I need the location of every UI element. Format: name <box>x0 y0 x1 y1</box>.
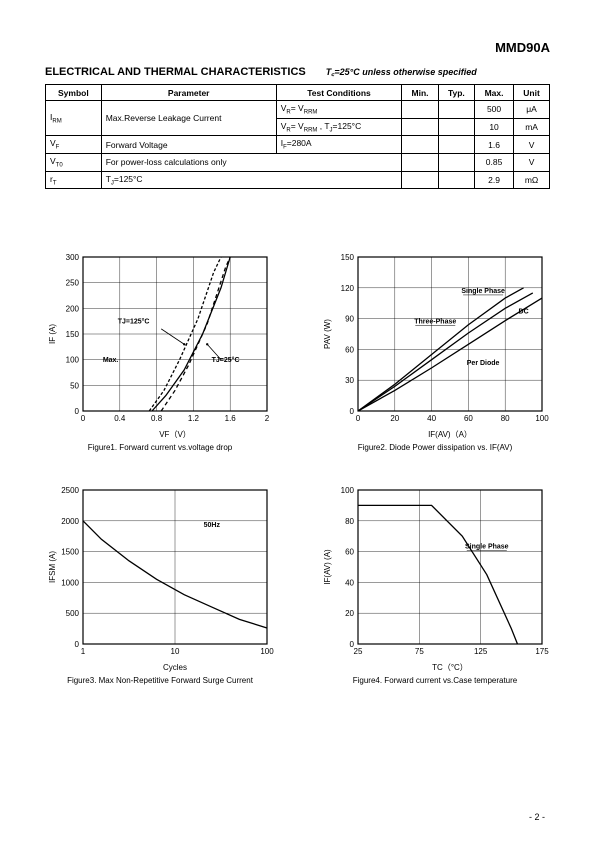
svg-text:TC（°C）: TC（°C） <box>432 663 468 672</box>
svg-text:40: 40 <box>345 579 354 588</box>
svg-text:2000: 2000 <box>61 517 79 526</box>
section-title: ELECTRICAL AND THERMAL CHARACTERISTICS <box>45 66 306 78</box>
svg-text:Three-Phase: Three-Phase <box>414 319 456 326</box>
section-header: ELECTRICAL AND THERMAL CHARACTERISTICS T… <box>45 65 550 78</box>
svg-text:125: 125 <box>474 647 488 656</box>
svg-text:1000: 1000 <box>61 579 79 588</box>
figure3: 11010005001000150020002500CyclesIFSM (A)… <box>45 482 275 685</box>
svg-text:25: 25 <box>354 647 363 656</box>
svg-text:Single Phase: Single Phase <box>461 288 505 295</box>
svg-text:1: 1 <box>81 647 86 656</box>
charts-area: 00.40.81.21.62050100150200250300VF（V）IF … <box>45 249 550 685</box>
svg-text:150: 150 <box>66 330 80 339</box>
section-condition: T꜀=25°C unless otherwise specified <box>326 65 477 78</box>
svg-text:50: 50 <box>70 382 79 391</box>
svg-text:IFSM (A): IFSM (A) <box>48 551 57 583</box>
svg-text:300: 300 <box>66 253 80 262</box>
svg-text:175: 175 <box>535 647 549 656</box>
svg-text:150: 150 <box>341 253 355 262</box>
svg-text:1.2: 1.2 <box>188 414 200 423</box>
svg-text:250: 250 <box>66 279 80 288</box>
svg-text:TJ=125°C: TJ=125°C <box>118 318 150 326</box>
svg-text:Max.: Max. <box>103 358 119 365</box>
svg-text:0: 0 <box>75 640 80 649</box>
svg-text:0.4: 0.4 <box>114 414 126 423</box>
spec-table: SymbolParameterTest ConditionsMin.Typ.Ma… <box>45 84 550 189</box>
svg-text:PAV (W): PAV (W) <box>323 319 332 349</box>
svg-text:20: 20 <box>390 414 399 423</box>
svg-text:Per Diode: Per Diode <box>467 360 500 367</box>
svg-text:500: 500 <box>66 610 80 619</box>
svg-text:0: 0 <box>350 640 355 649</box>
svg-text:0: 0 <box>75 407 80 416</box>
svg-text:10: 10 <box>171 647 180 656</box>
svg-text:1500: 1500 <box>61 548 79 557</box>
svg-text:2500: 2500 <box>61 486 79 495</box>
svg-text:100: 100 <box>66 356 80 365</box>
svg-text:100: 100 <box>260 647 274 656</box>
svg-text:DC: DC <box>519 309 529 316</box>
svg-text:50Hz: 50Hz <box>204 522 221 529</box>
svg-text:0.8: 0.8 <box>151 414 163 423</box>
svg-text:75: 75 <box>415 647 424 656</box>
svg-text:Single Phase: Single Phase <box>465 544 509 551</box>
page-number: - 2 - <box>529 812 545 822</box>
svg-text:40: 40 <box>427 414 436 423</box>
svg-text:1.6: 1.6 <box>225 414 237 423</box>
figure2: 0 20 40 60 80 100 0 30 60 90 120 150 IF(AV)（A） PAV (W… <box>320 249 550 452</box>
svg-text:200: 200 <box>66 305 80 314</box>
figure1-title: Figure1. Forward current vs.voltage drop <box>45 443 275 452</box>
part-number: MMD90A <box>45 40 550 55</box>
svg-text:0: 0 <box>356 414 361 423</box>
figure3-title: Figure3. Max Non-Repetitive Forward Surg… <box>45 676 275 685</box>
svg-text:30: 30 <box>345 377 354 386</box>
svg-text:80: 80 <box>501 414 510 423</box>
svg-text:20: 20 <box>345 610 354 619</box>
svg-text:100: 100 <box>341 486 355 495</box>
svg-text:IF(AV) (A): IF(AV) (A) <box>323 549 332 585</box>
svg-text:TJ=25°C: TJ=25°C <box>212 357 240 365</box>
svg-text:60: 60 <box>464 414 473 423</box>
svg-text:IF (A): IF (A) <box>48 324 57 344</box>
svg-text:60: 60 <box>345 346 354 355</box>
svg-text:90: 90 <box>345 315 354 324</box>
svg-text:0: 0 <box>350 407 355 416</box>
svg-text:IF(AV)（A）: IF(AV)（A） <box>428 430 472 439</box>
svg-text:100: 100 <box>535 414 549 423</box>
figure1: 0 0.4 0.8 1.2 1.6 2 0 50 100 150 200 250 300 VF（V） IF … <box>45 249 275 452</box>
figure4: 25 75 125 175 0 20 40 60 80 100 TC（°C） IF(AV) (A) Si… <box>320 482 550 685</box>
svg-text:VF（V）: VF（V） <box>159 430 191 439</box>
svg-text:Cycles: Cycles <box>163 663 187 672</box>
figure4-title: Figure4. Forward current vs.Case tempera… <box>320 676 550 685</box>
svg-text:0: 0 <box>81 414 86 423</box>
svg-text:2: 2 <box>265 414 270 423</box>
svg-text:60: 60 <box>345 548 354 557</box>
svg-text:80: 80 <box>345 517 354 526</box>
figure2-title: Figure2. Diode Power dissipation vs. IF(… <box>320 443 550 452</box>
svg-text:120: 120 <box>341 284 355 293</box>
